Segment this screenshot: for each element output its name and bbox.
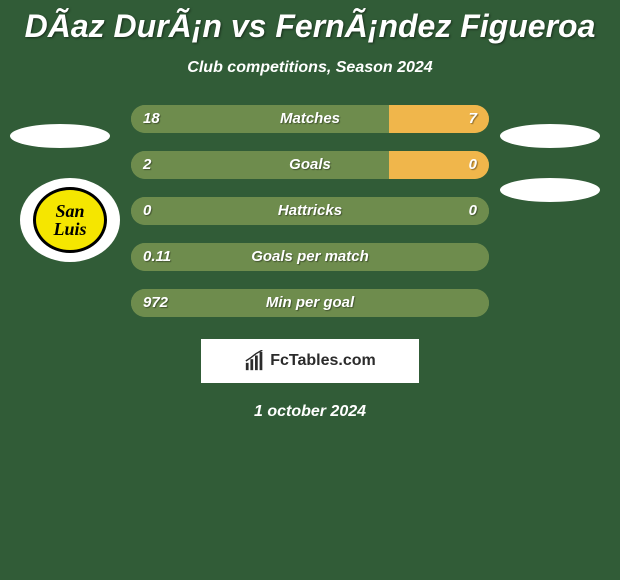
player-left-placeholder bbox=[10, 124, 110, 148]
club-left-badge: SanLuis bbox=[20, 178, 120, 262]
page-title: DÃ­az DurÃ¡n vs FernÃ¡ndez Figueroa bbox=[0, 0, 620, 45]
stat-label: Matches bbox=[131, 105, 489, 133]
club-right-placeholder bbox=[500, 178, 600, 202]
subtitle: Club competitions, Season 2024 bbox=[0, 59, 620, 77]
player-right-placeholder bbox=[500, 124, 600, 148]
stat-label: Hattricks bbox=[131, 197, 489, 225]
date-text: 1 october 2024 bbox=[0, 403, 620, 421]
comparison-card: DÃ­az DurÃ¡n vs FernÃ¡ndez Figueroa Club… bbox=[0, 0, 620, 580]
stat-label: Min per goal bbox=[131, 289, 489, 317]
bar-chart-icon bbox=[244, 350, 266, 372]
stat-row-goals: 20Goals bbox=[131, 151, 489, 179]
brand-text: FcTables.com bbox=[270, 352, 376, 370]
brand-box[interactable]: FcTables.com bbox=[201, 339, 419, 383]
stat-row-hattricks: 00Hattricks bbox=[131, 197, 489, 225]
stat-label: Goals bbox=[131, 151, 489, 179]
stat-row-matches: 187Matches bbox=[131, 105, 489, 133]
stat-row-goals-per-match: 0.11Goals per match bbox=[131, 243, 489, 271]
club-badge-line1: San bbox=[55, 201, 84, 221]
stat-row-min-per-goal: 972Min per goal bbox=[131, 289, 489, 317]
stat-label: Goals per match bbox=[131, 243, 489, 271]
club-badge-inner: SanLuis bbox=[33, 187, 107, 253]
club-badge-line2: Luis bbox=[53, 219, 86, 239]
